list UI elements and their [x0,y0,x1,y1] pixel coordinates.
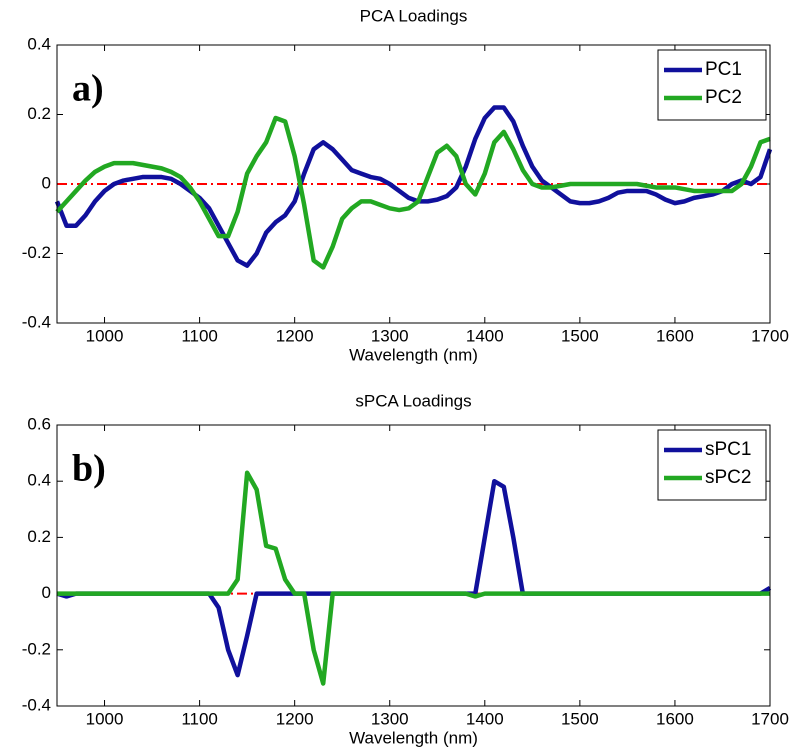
legend-box [657,49,767,121]
y-tick-label: -0.4 [22,695,51,714]
x-axis-label: Wavelength (nm) [349,345,478,364]
x-axis-label: Wavelength (nm) [349,728,478,747]
y-tick-label: -0.4 [22,312,51,331]
y-tick-label: -0.2 [22,243,51,262]
y-tick-label: 0.4 [27,34,51,53]
series-line [57,470,770,686]
y-tick-label: 0.4 [27,471,51,490]
x-tick-label: 1100 [181,709,218,728]
legend-label: PC1 [705,59,742,80]
x-tick-label: 1200 [276,326,314,345]
legend-label: sPC2 [705,467,751,488]
x-tick-label: 1100 [181,326,218,345]
series-line [54,105,773,268]
y-tick-label: 0 [42,583,51,602]
y-tick-label: 0 [42,173,51,192]
series-line [55,115,771,270]
panel-annotation: a) [72,68,104,110]
chart-title: PCA Loadings [360,6,468,25]
x-tick-label: 1500 [561,709,599,728]
y-tick-label: 0.6 [27,414,51,433]
plot-frame [56,424,771,707]
x-tick-label: 1000 [86,326,124,345]
x-tick-label: 1400 [466,326,504,345]
x-tick-label: 1300 [371,709,409,728]
x-tick-label: 1200 [276,709,314,728]
legend-box [657,429,767,501]
legend-label: sPC1 [705,439,751,460]
plot-frame [56,44,771,324]
x-tick-label: 1300 [371,326,409,345]
chart-title: sPCA Loadings [355,391,471,410]
x-tick-label: 1600 [656,709,694,728]
y-tick-label: -0.2 [22,639,51,658]
x-tick-label: 1700 [751,326,789,345]
x-tick-label: 1600 [656,326,694,345]
x-tick-label: 1500 [561,326,599,345]
y-tick-label: 0.2 [27,104,51,123]
legend-label: PC2 [705,87,742,108]
x-tick-label: 1000 [86,709,124,728]
x-tick-label: 1400 [466,709,504,728]
series-line [56,478,772,678]
y-tick-label: 0.2 [27,527,51,546]
x-tick-label: 1700 [751,709,789,728]
panel-annotation: b) [72,448,106,490]
